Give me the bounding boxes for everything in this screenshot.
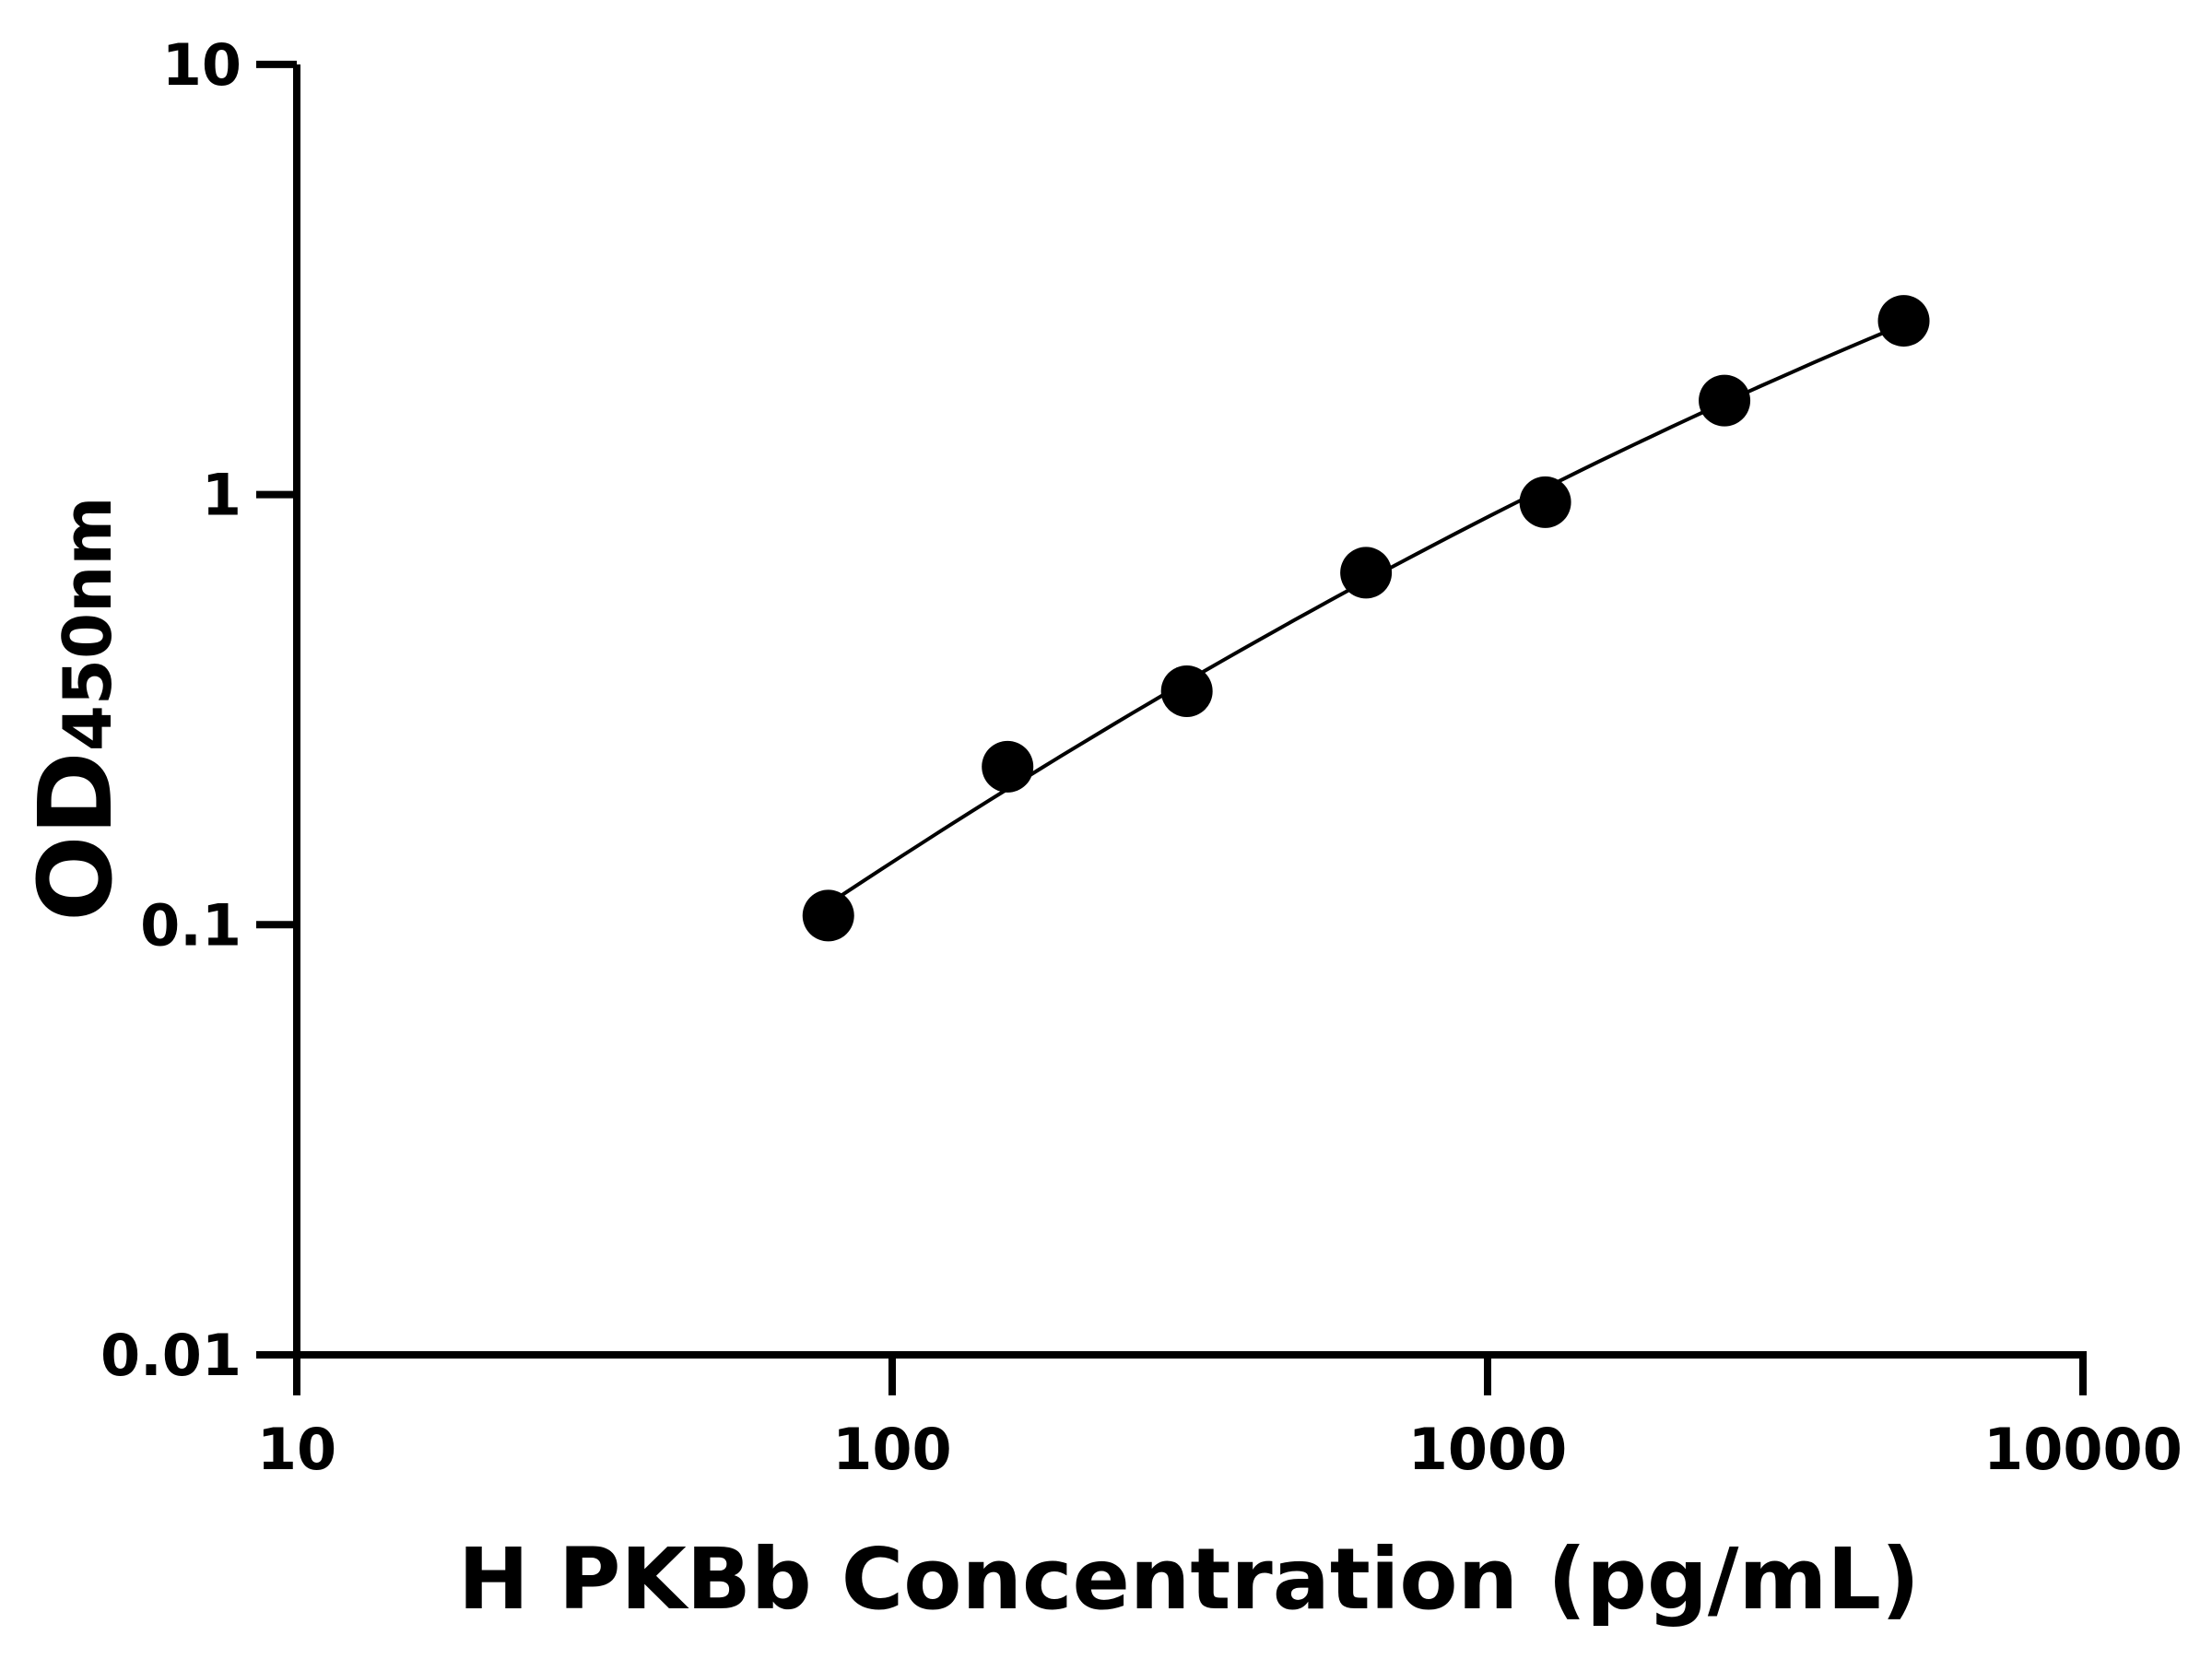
y-tick-label: 1 — [202, 462, 241, 529]
y-tick-label: 10 — [162, 31, 241, 99]
axes — [293, 64, 2087, 1359]
data-point — [802, 889, 854, 942]
data-points — [802, 295, 1930, 942]
data-point — [1340, 547, 1393, 599]
x-tick-label: 10000 — [1983, 1416, 2183, 1483]
y-axis-label-main: OD — [17, 751, 135, 922]
svg-text:OD450nm: OD450nm — [17, 497, 135, 922]
data-point — [1160, 665, 1213, 717]
x-tick-label: 10 — [257, 1416, 336, 1483]
y-axis-label: OD450nm — [17, 497, 135, 922]
data-point — [1877, 295, 1930, 347]
ticks: 10 100 1000 10000 0.01 0.1 1 10 — [100, 31, 2183, 1483]
x-tick-label: 100 — [832, 1416, 951, 1483]
data-point — [1699, 374, 1751, 427]
x-axis-label: H PKBb Concentration (pg/mL) — [458, 1530, 1920, 1629]
data-point — [982, 740, 1034, 793]
x-tick-label: 1000 — [1408, 1416, 1568, 1483]
y-axis-label-sub: 450nm — [49, 497, 126, 752]
y-tick-label: 0.01 — [100, 1322, 241, 1389]
y-tick-label: 0.1 — [140, 891, 241, 959]
data-point — [1519, 476, 1571, 528]
